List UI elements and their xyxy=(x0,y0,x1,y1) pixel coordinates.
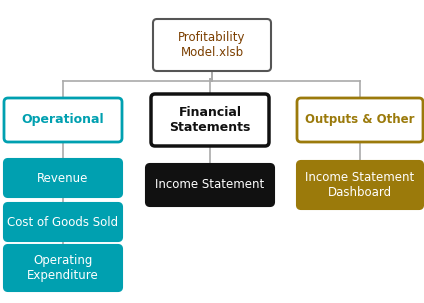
FancyBboxPatch shape xyxy=(297,98,423,142)
Text: Income Statement: Income Statement xyxy=(155,178,265,191)
Text: Operational: Operational xyxy=(22,114,104,126)
Text: Revenue: Revenue xyxy=(37,171,89,185)
FancyBboxPatch shape xyxy=(4,159,122,197)
FancyBboxPatch shape xyxy=(4,245,122,291)
FancyBboxPatch shape xyxy=(4,203,122,241)
Text: Outputs & Other: Outputs & Other xyxy=(305,114,415,126)
Text: Financial
Statements: Financial Statements xyxy=(169,106,251,134)
FancyBboxPatch shape xyxy=(153,19,271,71)
FancyBboxPatch shape xyxy=(4,98,122,142)
Text: Cost of Goods Sold: Cost of Goods Sold xyxy=(8,215,119,228)
Text: Income Statement
Dashboard: Income Statement Dashboard xyxy=(305,171,415,199)
Text: Profitability
Model.xlsb: Profitability Model.xlsb xyxy=(178,31,246,59)
FancyBboxPatch shape xyxy=(297,161,423,209)
Text: Operating
Expenditure: Operating Expenditure xyxy=(27,254,99,282)
FancyBboxPatch shape xyxy=(146,164,274,206)
FancyBboxPatch shape xyxy=(151,94,269,146)
